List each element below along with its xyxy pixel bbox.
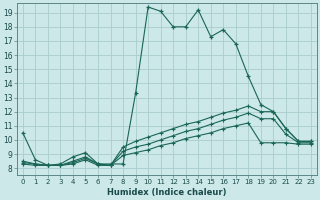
X-axis label: Humidex (Indice chaleur): Humidex (Indice chaleur) xyxy=(107,188,227,197)
